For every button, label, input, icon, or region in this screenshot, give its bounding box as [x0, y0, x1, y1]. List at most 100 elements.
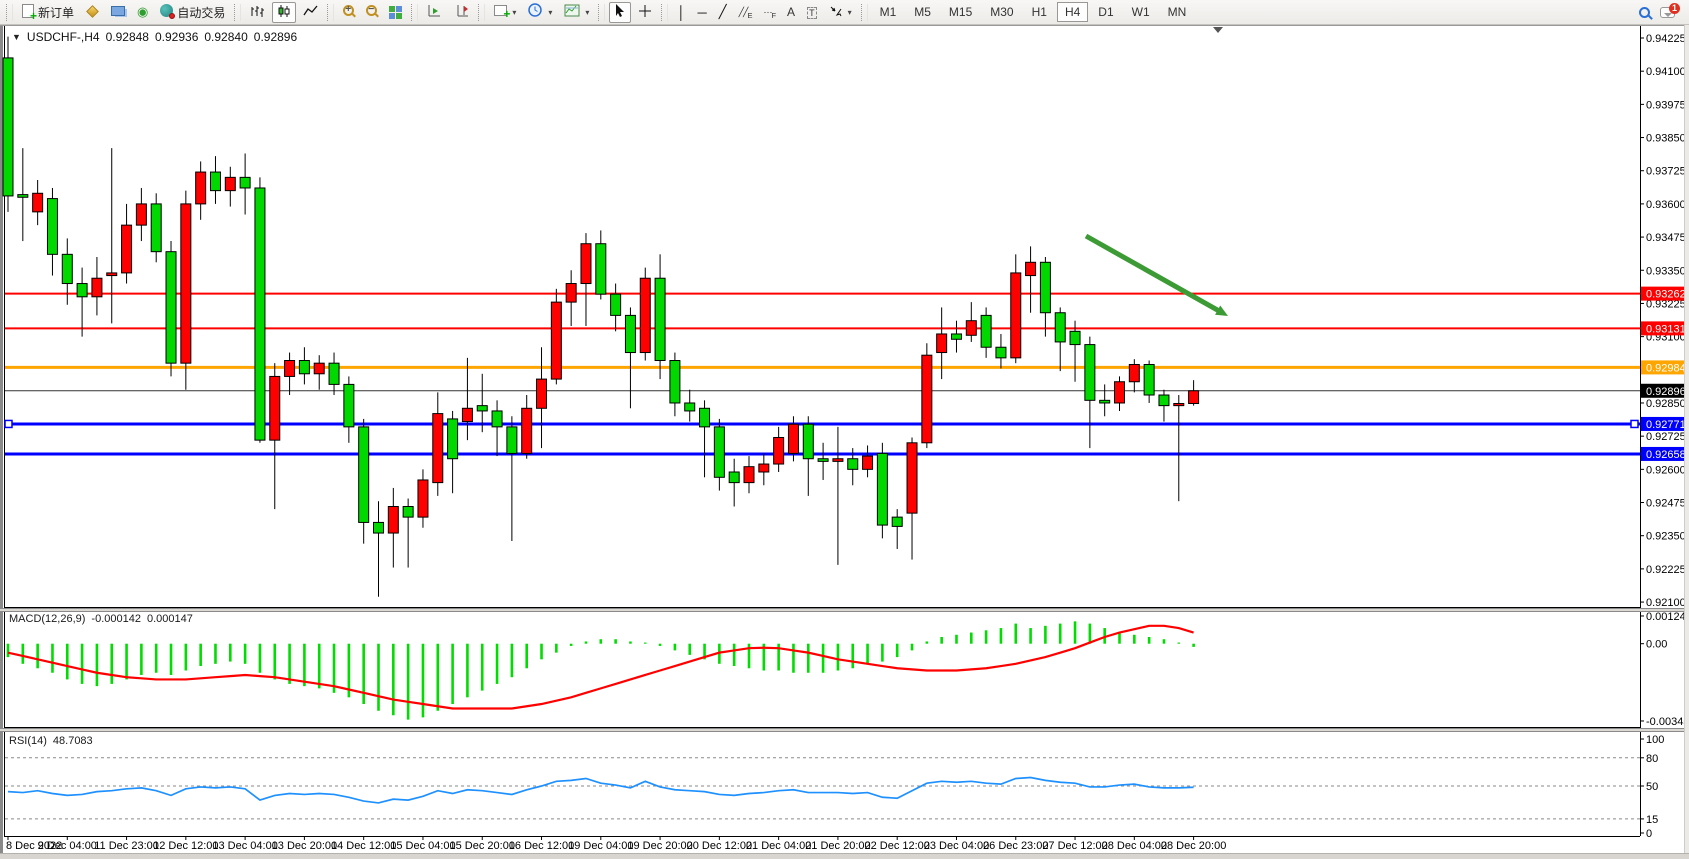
- candle: [180, 203, 192, 364]
- crosshair-icon: [638, 4, 652, 21]
- y-tick-label: 0.93475: [1646, 232, 1686, 244]
- pane-splitter[interactable]: [0, 608, 1684, 612]
- candle: [373, 521, 384, 534]
- line-handle[interactable]: [1630, 419, 1639, 429]
- y-tick-label: 0.93600: [1646, 199, 1686, 211]
- chevron-down-icon: ▾: [548, 7, 553, 17]
- timeframe-w1[interactable]: W1: [1131, 5, 1150, 19]
- new-chart-button[interactable]: + ▾: [489, 2, 521, 23]
- zoom-out-button[interactable]: −: [361, 2, 382, 23]
- tile-windows-icon: [389, 5, 403, 19]
- rsi-title: RSI(14): [9, 735, 47, 747]
- template-icon: [564, 4, 580, 20]
- arrows-button[interactable]: ▾: [824, 2, 857, 23]
- pane-splitter[interactable]: [0, 728, 1684, 732]
- timeframe-m5[interactable]: M5: [914, 5, 931, 19]
- candle: [224, 176, 236, 192]
- timeframe-h1[interactable]: H1: [1031, 5, 1047, 19]
- candle: [506, 426, 518, 454]
- candle: [1084, 344, 1096, 401]
- chart-line-button[interactable]: [298, 2, 323, 23]
- candle: [402, 506, 414, 518]
- text-button[interactable]: A: [782, 2, 800, 23]
- text-label-button[interactable]: T: [802, 2, 822, 23]
- new-order-button[interactable]: + 新订单: [17, 2, 79, 23]
- cursor-icon: [614, 3, 626, 21]
- data-window-button[interactable]: ◉: [132, 2, 153, 23]
- toolbar-separator: [411, 3, 419, 21]
- line-handle[interactable]: [4, 419, 13, 429]
- candle: [1114, 381, 1125, 404]
- candle: [491, 410, 503, 428]
- candle: [1010, 272, 1022, 359]
- timeframe-m30[interactable]: M30: [990, 5, 1014, 19]
- symbol-bar[interactable]: ▼ USDCHF-,H4 0.92848 0.92936 0.92840 0.9…: [12, 30, 297, 44]
- candle: [847, 458, 859, 470]
- candle: [32, 192, 44, 213]
- rsi-line: [7, 776, 1194, 804]
- candle: [758, 463, 770, 473]
- equidistant-channel-button[interactable]: ╱╱E: [734, 2, 757, 23]
- candle: [298, 360, 310, 375]
- time-label: 9 Dec 04:00: [38, 840, 97, 852]
- candle: [995, 346, 1007, 359]
- toolbar-separator: [6, 3, 13, 21]
- templates-button[interactable]: ▾: [559, 2, 594, 23]
- label-icon: T: [807, 7, 817, 19]
- chevron-down-icon[interactable]: ▼: [12, 32, 21, 42]
- cursor-button[interactable]: [609, 1, 632, 23]
- chart-candles-button[interactable]: [272, 1, 297, 23]
- timeframe-mn[interactable]: MN: [1167, 5, 1187, 19]
- candle: [743, 466, 755, 484]
- timeframe-m15[interactable]: M15: [948, 5, 973, 19]
- candle: [432, 413, 444, 484]
- down-trend-arrow[interactable]: [1084, 233, 1223, 315]
- candle: [1054, 312, 1066, 343]
- horizontal-line-icon: ─: [697, 4, 707, 20]
- search-icon[interactable]: [1639, 6, 1650, 18]
- time-label: 27 Dec 12:00: [1042, 840, 1107, 852]
- signal-icon: ◉: [137, 4, 149, 19]
- auto-scroll-button[interactable]: [422, 2, 447, 23]
- candle: [713, 426, 725, 478]
- trendline-button[interactable]: ╱: [714, 2, 732, 23]
- rsi-value: 48.7083: [52, 735, 93, 747]
- timeframe-h4[interactable]: H4: [1056, 2, 1089, 22]
- market-watch-button[interactable]: [106, 2, 130, 23]
- tile-windows-button[interactable]: [384, 2, 407, 23]
- periods-button[interactable]: ▾: [523, 2, 557, 23]
- vertical-line-button[interactable]: │: [672, 2, 690, 23]
- symbol-title: USDCHF-,H4: [26, 30, 100, 44]
- time-label: 11 Dec 23:00: [94, 840, 159, 852]
- time-label: 19 Dec 04:00: [568, 840, 633, 852]
- candle: [106, 272, 118, 277]
- candle: [550, 301, 562, 380]
- chart-bars-button[interactable]: [245, 2, 270, 23]
- auto-trading-button[interactable]: 自动交易: [155, 2, 230, 23]
- timeframe-m1[interactable]: M1: [879, 5, 897, 19]
- zoom-in-button[interactable]: +: [338, 2, 359, 23]
- toolbar: + 新订单 ◉ 自动交易 + − + ▾ ▾ ▾ │ ─ ╱ ╱╱E ⋯F A T ▾ M1 M5 M15 M30 H1 H4…: [0, 0, 1689, 25]
- horizontal-line-button[interactable]: ─: [693, 2, 712, 23]
- y-tick-label: 0.92600: [1646, 464, 1686, 476]
- candle: [669, 360, 681, 404]
- candle: [565, 283, 577, 303]
- candle: [91, 277, 103, 298]
- fibonacci-button[interactable]: ⋯F: [758, 2, 780, 23]
- macd-tick-label: 0.001241: [1646, 611, 1689, 623]
- chat-icon[interactable]: 1: [1660, 2, 1680, 18]
- time-label: 14 Dec 12:00: [331, 840, 396, 852]
- monitors-icon: [111, 5, 126, 19]
- rsi-label: RSI(14) 48.7083: [9, 735, 93, 747]
- candle: [61, 253, 73, 285]
- vertical-line-icon: │: [677, 4, 686, 20]
- timeframe-d1[interactable]: D1: [1098, 5, 1114, 19]
- support-line-2-badge-label: 0.92658: [1646, 449, 1686, 461]
- candle: [684, 402, 696, 412]
- chart-shift-button[interactable]: [449, 2, 474, 23]
- chevron-down-icon: ▾: [585, 7, 590, 17]
- crosshair-button[interactable]: [633, 2, 657, 23]
- candle: [387, 506, 399, 534]
- y-tick-label: 0.92100: [1646, 597, 1686, 609]
